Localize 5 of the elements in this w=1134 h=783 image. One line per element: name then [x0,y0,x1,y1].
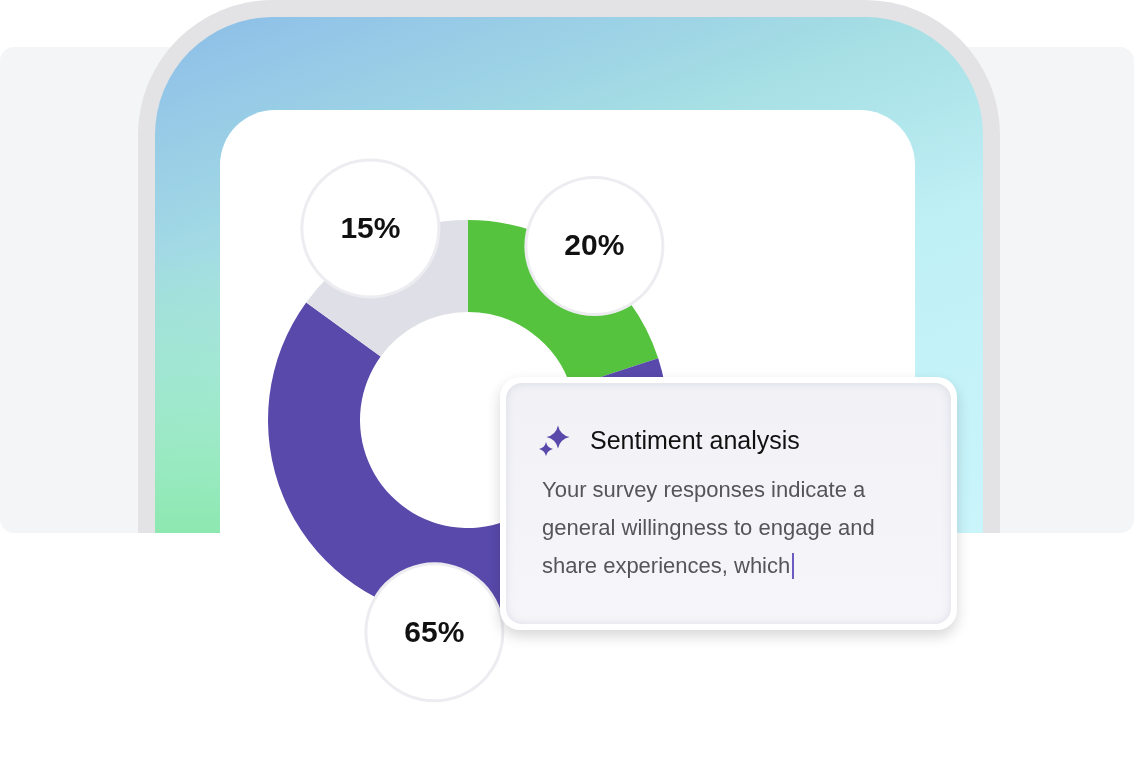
text: Your survey responses indicate a general willingness to engage and share experiences, which [542,477,875,578]
text: Sentiment analysis [590,425,800,455]
data-label: 20% [564,228,625,262]
data-label: 15% [340,210,401,244]
data-label: 65% [404,614,465,648]
